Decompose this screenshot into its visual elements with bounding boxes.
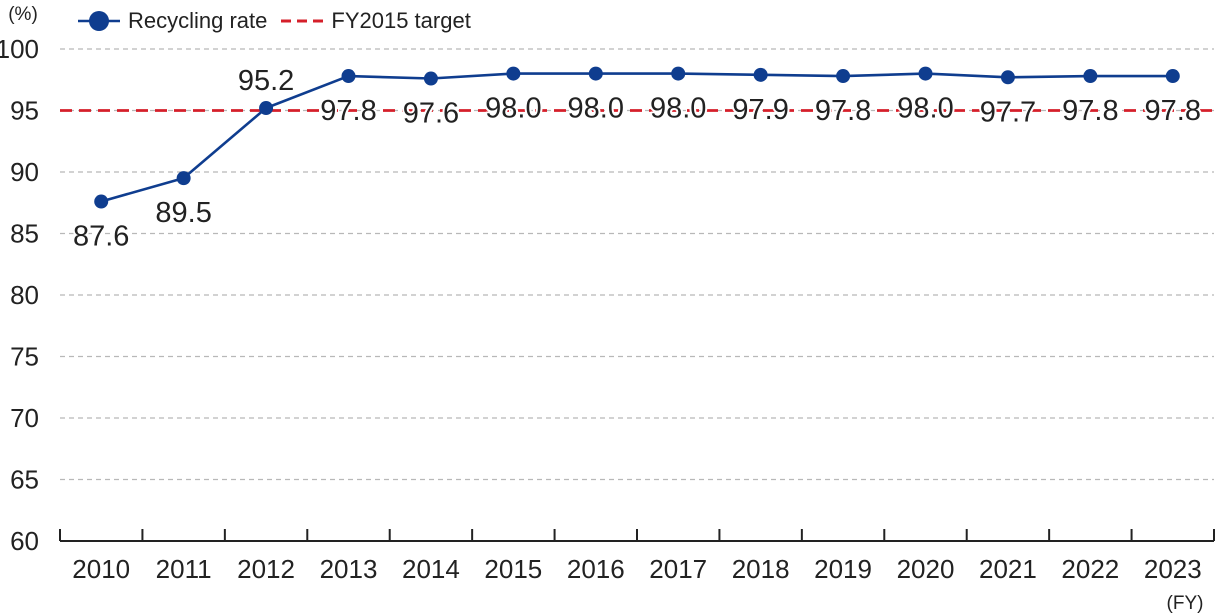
x-tick-label: 2021: [979, 554, 1037, 584]
data-label: 89.5: [155, 197, 211, 229]
recycling-rate-point: [259, 101, 274, 116]
x-tick-label: 2023: [1144, 554, 1202, 584]
x-tick-label: 2011: [156, 554, 212, 584]
y-tick-label: 60: [10, 526, 39, 556]
data-label: 97.8: [815, 95, 871, 127]
data-label: 97.8: [1145, 95, 1201, 127]
x-axis-layer: 2010 2011 2012 2013 2014 2015 2016 2017 2018 2019…: [59, 529, 1215, 584]
recycling-rate-point: [671, 66, 686, 81]
y-tick-label: 75: [10, 342, 39, 372]
gridlines: 60 65 70 75 80 85 90 95 100: [0, 34, 1214, 556]
x-tick-label: 2017: [649, 554, 707, 584]
recycling-rate-point: [836, 69, 851, 84]
y-tick-label: 65: [10, 465, 39, 495]
dashed-line-legend-icon: [281, 19, 324, 23]
recycling-rate-point: [918, 66, 933, 81]
data-label: 97.7: [980, 96, 1036, 128]
y-tick-label: 95: [10, 96, 39, 126]
x-tick-label: 2015: [484, 554, 542, 584]
data-label: 97.9: [732, 94, 788, 126]
recycling-rate-line: [99, 72, 1175, 203]
y-tick-label: 70: [10, 403, 39, 433]
x-tick-label: 2014: [402, 554, 460, 584]
legend-item-recycling-rate: Recycling rate: [78, 8, 267, 34]
y-tick-label: 85: [10, 219, 39, 249]
recycling-rate-point: [1000, 70, 1015, 85]
recycling-rate-point: [423, 71, 438, 86]
recycling-rate-point: [1165, 69, 1180, 84]
data-label: 87.6: [73, 221, 129, 253]
y-tick-label: 100: [0, 34, 39, 64]
line-marker-legend-icon: [78, 11, 120, 31]
data-label: 98.0: [568, 93, 624, 125]
series-layer: [94, 66, 1180, 209]
data-label: 95.2: [238, 65, 294, 97]
data-label: 98.0: [897, 93, 953, 125]
x-tick-label: 2010: [72, 554, 130, 584]
y-tick-label: 90: [10, 157, 39, 187]
y-unit-label: (%): [8, 4, 38, 25]
x-tick-label: 2013: [320, 554, 378, 584]
recycling-rate-point: [341, 69, 356, 84]
x-tick-label: 2020: [897, 554, 955, 584]
recycling-rate-point: [94, 194, 109, 209]
x-tick-label: 2018: [732, 554, 790, 584]
data-label: 97.8: [1062, 95, 1118, 127]
x-tick-label: 2022: [1061, 554, 1119, 584]
recycling-rate-point: [506, 66, 521, 81]
legend-label-recycling-rate: Recycling rate: [128, 8, 268, 33]
legend-item-fy2015-target: FY2015 target: [281, 8, 471, 34]
y-tick-label: 80: [10, 280, 39, 310]
recycling-rate-point: [588, 66, 603, 81]
x-tick-label: 2012: [237, 554, 295, 584]
data-label: 98.0: [485, 93, 541, 125]
label-layer: 87.6 89.5 95.2 97.8 97.6 98.0 98.0 98.0 97.9 97.8…: [71, 63, 1203, 254]
legend: Recycling rate FY2015 target: [78, 5, 471, 37]
recycling-rate-point: [753, 67, 768, 82]
x-unit-label: (FY): [1167, 593, 1204, 614]
data-label: 97.6: [403, 98, 459, 130]
legend-label-fy2015-target: FY2015 target: [331, 8, 471, 33]
recycling-rate-point: [176, 171, 191, 186]
x-tick-label: 2016: [567, 554, 625, 584]
data-label: 97.8: [320, 95, 376, 127]
x-tick-label: 2019: [814, 554, 872, 584]
recycling-rate-point: [1083, 69, 1098, 84]
data-label: 98.0: [650, 93, 706, 125]
